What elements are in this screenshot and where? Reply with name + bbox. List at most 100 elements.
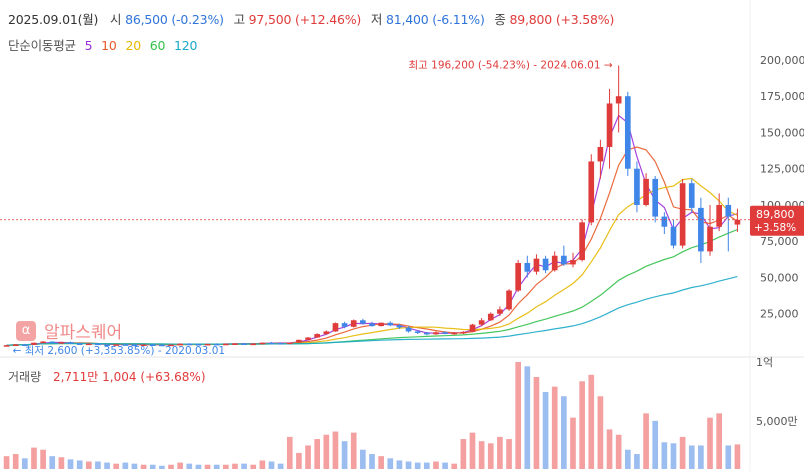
candle-body xyxy=(140,344,147,346)
candle-body xyxy=(76,343,83,345)
candle-body xyxy=(469,324,476,332)
moving-average-legend[interactable]: 단순이동평균 5 10 20 60 120 xyxy=(8,35,197,54)
candle-body xyxy=(542,258,549,271)
volume-bar xyxy=(487,443,494,469)
candle-body xyxy=(222,343,229,346)
candle-body xyxy=(707,226,713,252)
candle-body xyxy=(22,344,28,346)
volume-bar xyxy=(76,460,83,469)
candle-body xyxy=(378,322,384,327)
low-label: 저 xyxy=(370,12,383,27)
candle-body xyxy=(296,339,302,343)
candle-body xyxy=(652,178,659,217)
volume-bar xyxy=(67,459,74,469)
volume-bar xyxy=(451,463,458,469)
candle-body xyxy=(597,146,604,162)
volume-bar xyxy=(561,396,567,469)
candle-body xyxy=(369,323,375,327)
candle-body xyxy=(104,344,110,346)
candle-body xyxy=(67,342,74,344)
candle-body xyxy=(159,344,165,347)
candle-body xyxy=(95,343,101,346)
volume-bar xyxy=(369,454,375,469)
volume-bar xyxy=(104,462,110,469)
candle-body xyxy=(387,322,394,326)
alphasquare-logo-icon: α xyxy=(16,320,36,341)
date-label: 2025.09.01(월) xyxy=(8,12,99,27)
price-tag-value: 89,800 xyxy=(756,208,795,221)
candle-body xyxy=(487,313,494,321)
candle-body xyxy=(643,178,649,205)
open-label: 시 xyxy=(110,12,122,27)
volume-bar xyxy=(168,464,174,469)
volume-bar xyxy=(570,417,576,469)
candle-body xyxy=(204,343,211,346)
candle-body xyxy=(31,342,37,345)
volume-bar xyxy=(624,449,631,469)
volume-bar xyxy=(286,436,293,469)
price-tag xyxy=(750,205,804,236)
candle-body xyxy=(40,341,46,344)
moving-average-line-10 xyxy=(6,146,738,346)
high-annotation: 최고 196,200 (-54.23%) - 2024.06.01 → xyxy=(409,59,613,71)
candle-body xyxy=(195,344,202,346)
candle-body xyxy=(588,161,595,223)
candle-body xyxy=(725,204,732,217)
candle-body xyxy=(314,334,321,338)
volume-bar xyxy=(323,434,330,469)
candle-body xyxy=(232,343,238,345)
ohlc-header: 2025.09.01(월) 시 86,500 (-0.23%) 고 97,500… xyxy=(8,9,614,28)
volume-bar xyxy=(597,396,604,469)
volume-bar xyxy=(149,464,156,469)
volume-bar xyxy=(58,457,65,469)
ma-5: 5 xyxy=(84,38,93,53)
volume-bar xyxy=(177,462,183,469)
volume-bar xyxy=(360,449,366,469)
candle-body xyxy=(506,290,512,310)
candle-body xyxy=(414,331,421,333)
volume-bar xyxy=(195,464,202,469)
open-value: 86,500 (-0.23%) xyxy=(125,12,224,27)
candle-body xyxy=(3,345,10,347)
volume-bar xyxy=(259,460,266,469)
candle-body xyxy=(113,344,120,346)
volume-bar xyxy=(606,429,613,469)
high-label: 고 xyxy=(233,12,246,27)
volume-bar xyxy=(734,444,741,469)
volume-bar xyxy=(414,462,421,469)
ma-20: 20 xyxy=(125,38,141,53)
volume-bar xyxy=(698,445,704,469)
volume-bar xyxy=(3,456,10,469)
candle-body xyxy=(624,96,631,169)
candle-body xyxy=(259,342,266,345)
candle-body xyxy=(350,320,357,327)
candle-body xyxy=(277,343,284,345)
volume-bar xyxy=(12,454,19,469)
volume-bar xyxy=(396,460,403,469)
volume-bar xyxy=(314,439,321,469)
volume-bar xyxy=(661,442,668,469)
candle-body xyxy=(460,331,467,334)
low-value: 81,400 (-6.11%) xyxy=(385,12,485,27)
volume-bar xyxy=(551,386,558,469)
volume-bar xyxy=(497,436,503,469)
volume-bar xyxy=(542,391,549,469)
price-tick-label: 125,000 xyxy=(760,163,804,176)
candle-body xyxy=(332,323,339,332)
volume-bar xyxy=(213,464,220,469)
candle-body xyxy=(186,343,193,346)
candle-body xyxy=(268,342,275,345)
candle-body xyxy=(698,207,704,252)
candle-body xyxy=(286,342,293,345)
volume-bar xyxy=(332,431,339,469)
candle-body xyxy=(478,320,485,325)
volume-bar xyxy=(350,432,357,469)
volume-legend: 거래량 2,711만 1,004 (+63.68%) xyxy=(8,368,206,385)
volume-bar xyxy=(341,441,348,469)
price-tick-label: 50,000 xyxy=(760,271,799,284)
volume-bar xyxy=(652,420,659,469)
candle-body xyxy=(679,183,686,246)
volume-bar xyxy=(122,462,129,469)
volume-bar xyxy=(250,464,257,469)
